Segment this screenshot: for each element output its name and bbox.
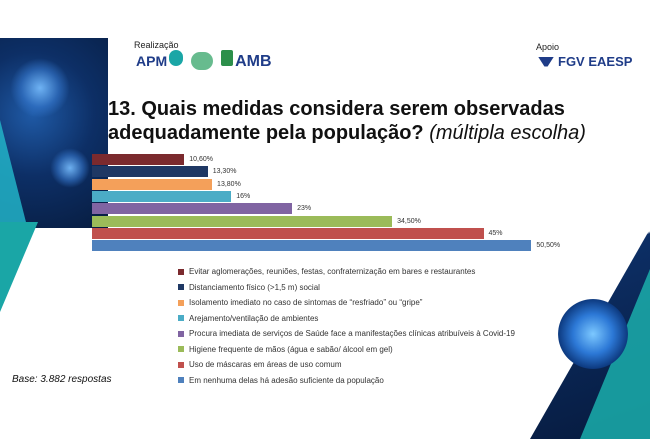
legend-swatch: [178, 361, 184, 368]
virus-image: [50, 148, 90, 188]
legend-swatch: [178, 299, 184, 306]
partner-heart-logo: [191, 51, 214, 70]
page-title: 13. Quais medidas considera serem observ…: [108, 97, 628, 145]
fgv-logo: FGV EAESP: [538, 54, 632, 69]
chart-bar: [92, 166, 208, 178]
chart-bar: [92, 215, 393, 227]
bar-data-label: 45%: [488, 229, 503, 237]
legend-swatch: [178, 346, 184, 353]
legend-item: Evitar aglomerações, reuniões, festas, c…: [178, 264, 515, 280]
legend-item: Distanciamento físico (>1,5 m) social: [178, 280, 515, 296]
legend-label: Isolamento imediato no caso de sintomas …: [189, 298, 423, 308]
bar-data-label: 34,50%: [397, 217, 421, 225]
apm-logo: APM: [136, 50, 184, 71]
chart-bar: [92, 227, 484, 239]
legend-label: Distanciamento físico (>1,5 m) social: [189, 282, 320, 292]
chart-bar: [92, 203, 293, 215]
legend-item: Arejamento/ventilação de ambientes: [178, 311, 515, 327]
legend-swatch: [178, 268, 184, 275]
bar-data-label: 16%: [236, 192, 251, 200]
legend-item: Em nenhuma delas há adesão suficiente da…: [178, 373, 515, 389]
legend-swatch: [178, 377, 184, 384]
legend-label: Evitar aglomerações, reuniões, festas, c…: [189, 267, 476, 277]
partner-logos: APM AMB: [136, 50, 272, 71]
legend-item: Procura imediata de serviços de Saúde fa…: [178, 326, 515, 342]
title-suffix: (múltipla escolha): [429, 122, 586, 144]
legend-label: Em nenhuma delas há adesão suficiente da…: [189, 375, 384, 385]
title-main: 13. Quais medidas considera serem observ…: [108, 98, 565, 144]
legend-label: Uso de máscaras em áreas de uso comum: [189, 360, 342, 370]
virus-image: [10, 58, 70, 118]
legend-item: Higiene frequente de mãos (água e sabão/…: [178, 342, 515, 358]
legend-label: Procura imediata de serviços de Saúde fa…: [189, 329, 515, 339]
virus-image: [558, 299, 628, 369]
chart-bar: [92, 154, 185, 165]
legend-swatch: [178, 330, 184, 337]
bar-data-label: 23%: [297, 205, 312, 213]
legend-label: Arejamento/ventilação de ambientes: [189, 313, 319, 323]
chart-bar: [92, 240, 532, 252]
teal-stripe-decoration: [0, 120, 28, 230]
bar-data-label: 13,30%: [212, 168, 237, 176]
base-note: Base: 3.882 respostas: [12, 374, 112, 385]
teal-stripe-decoration: [0, 222, 38, 312]
bar-data-label: 50,50%: [536, 242, 561, 250]
bar-data-label: 10,60%: [189, 156, 213, 163]
bar-data-label: 13,80%: [217, 180, 241, 188]
amb-logo: AMB: [221, 50, 272, 71]
apoio-label: Apoio: [536, 42, 560, 52]
legend-label: Higiene frequente de mãos (água e sabão/…: [189, 344, 393, 354]
realizacao-label: Realização: [134, 40, 179, 50]
chart-bar: [92, 178, 213, 190]
chart-legend: Evitar aglomerações, reuniões, festas, c…: [178, 264, 515, 388]
legend-swatch: [178, 315, 184, 322]
legend-swatch: [178, 284, 184, 291]
chart-bar: [92, 190, 232, 202]
bar-chart: 10,60% 13,30% 13,80% 16% 23% 34,50% 45% 50,50%: [92, 154, 562, 252]
legend-item: Isolamento imediato no caso de sintomas …: [178, 295, 515, 311]
legend-item: Uso de máscaras em áreas de uso comum: [178, 357, 515, 373]
